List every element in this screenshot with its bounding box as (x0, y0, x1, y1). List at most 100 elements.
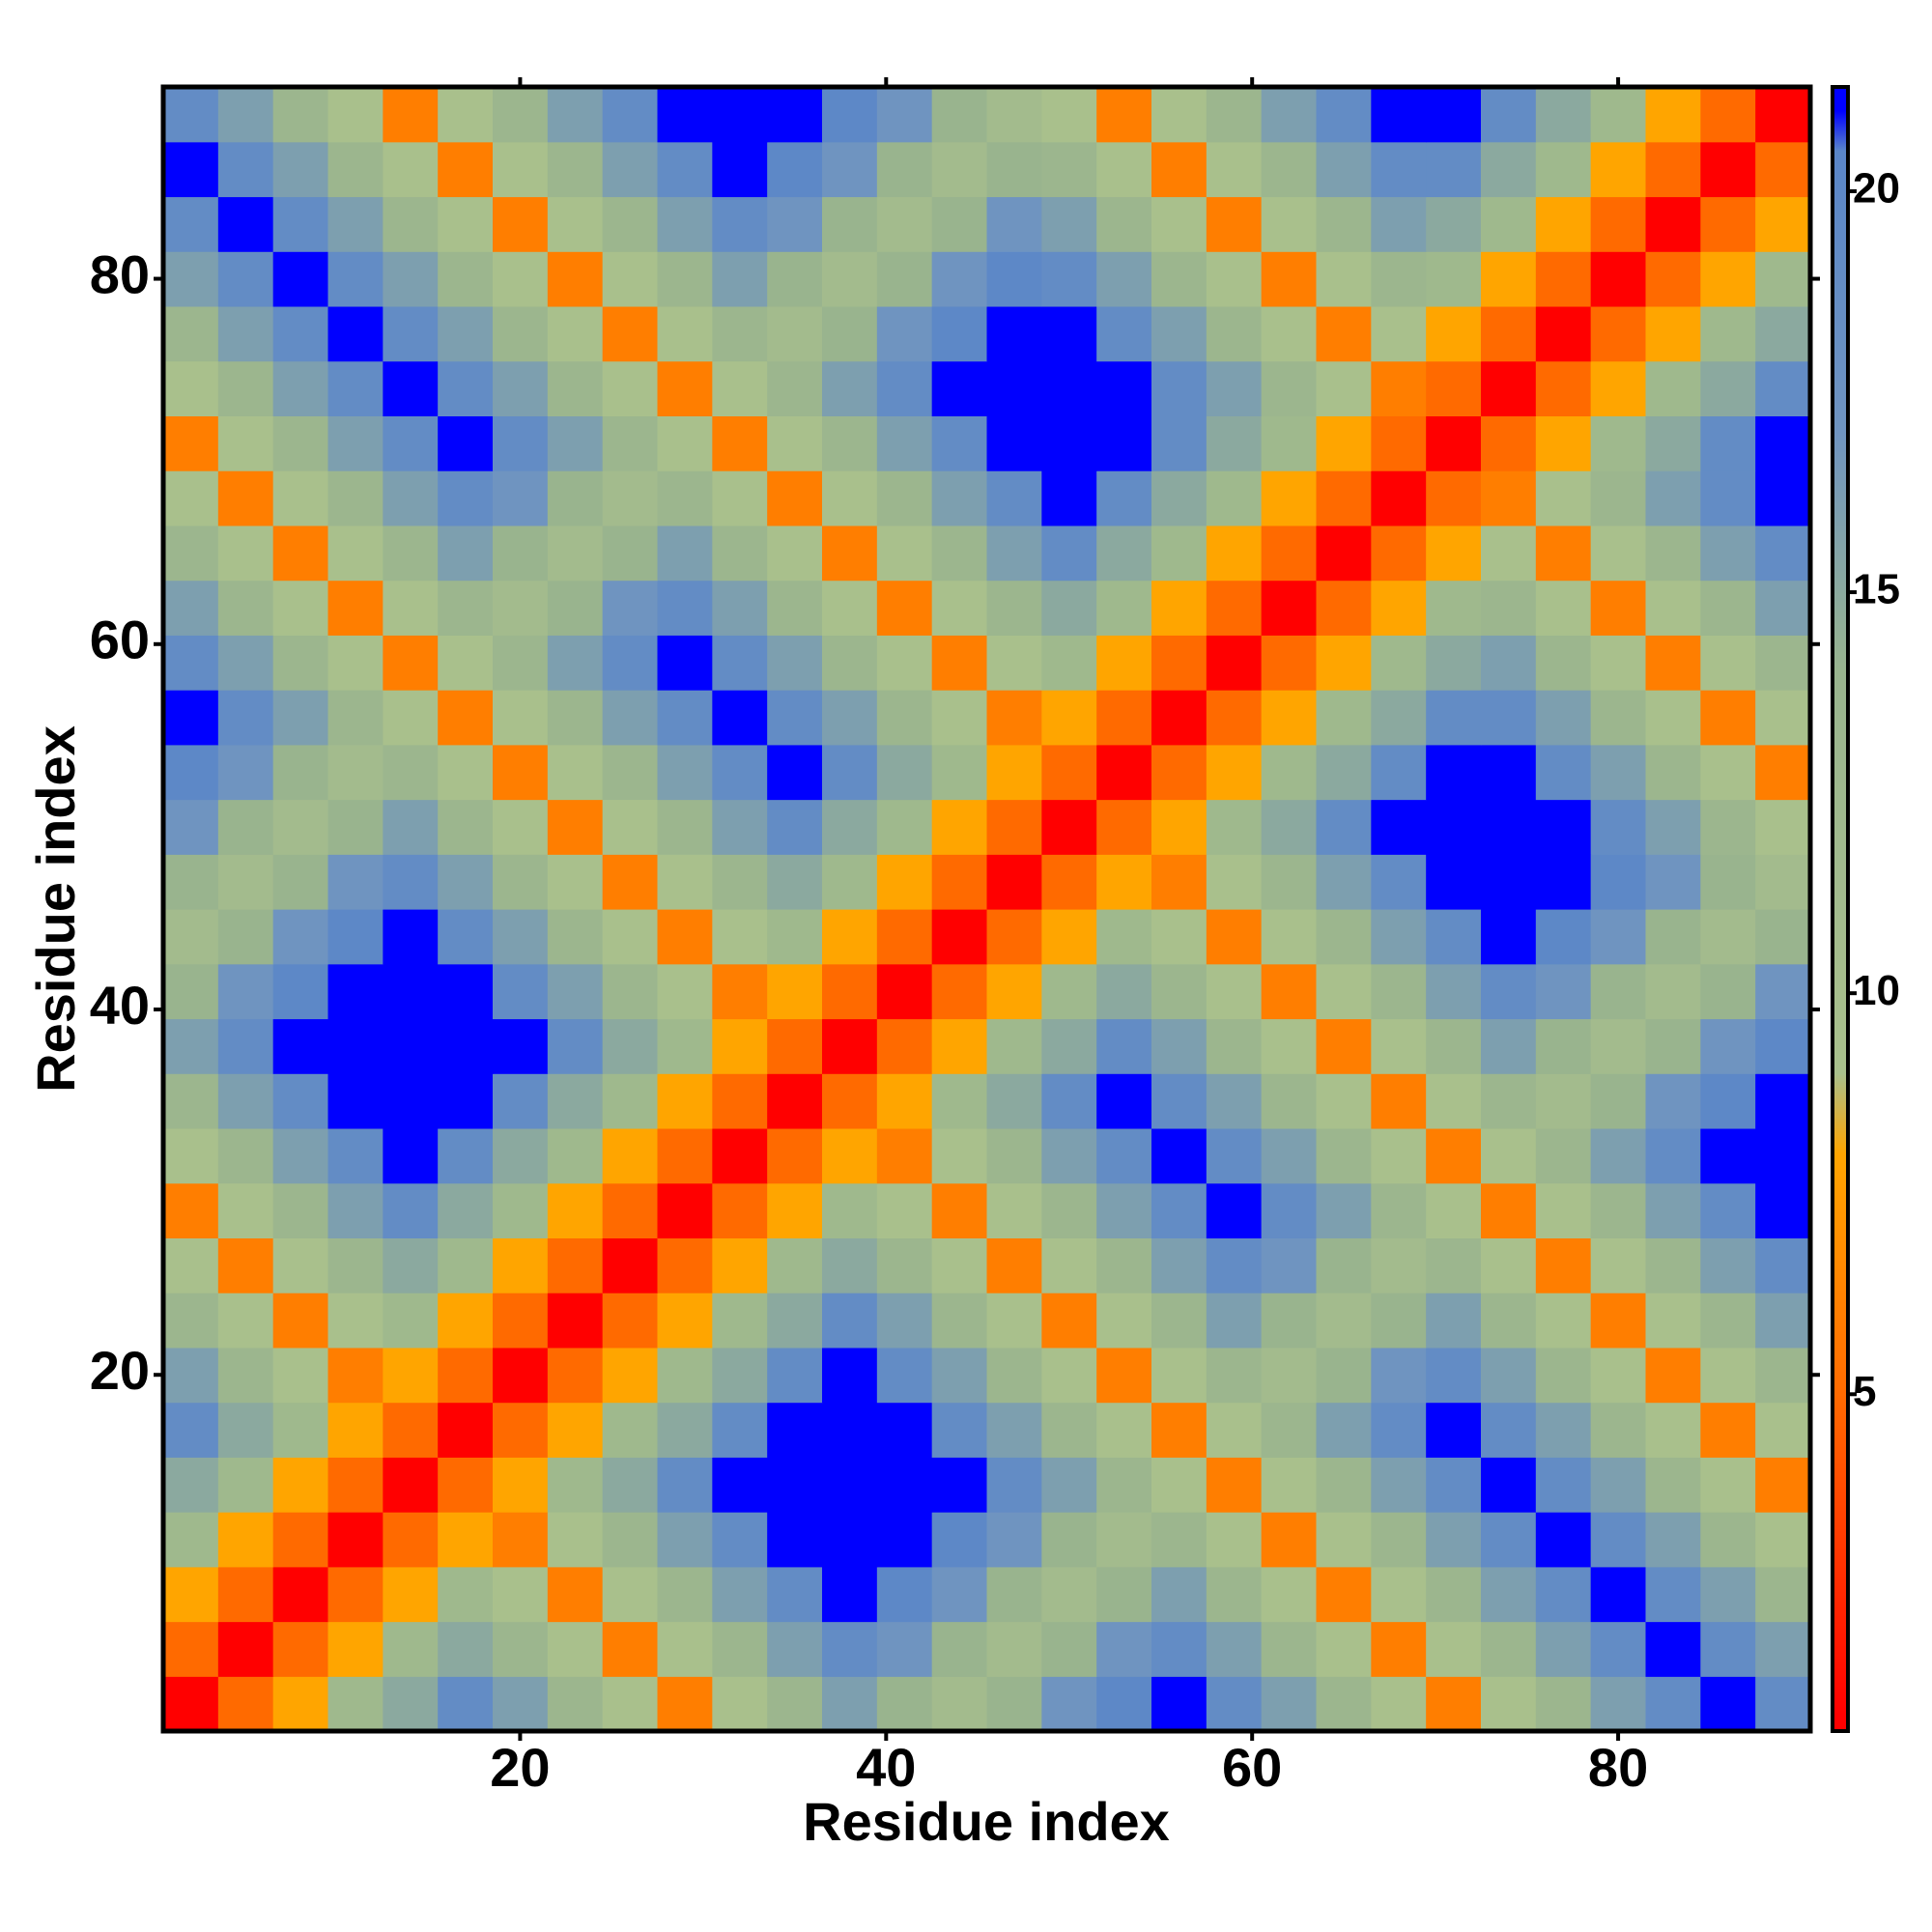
heatmap-cell (1316, 360, 1372, 416)
heatmap-cell (876, 305, 933, 362)
heatmap-cell (272, 909, 329, 965)
heatmap-cell (712, 1621, 768, 1677)
heatmap-cell (712, 251, 768, 307)
heatmap-cell (1206, 1073, 1263, 1129)
heatmap-cell (1261, 1293, 1318, 1349)
heatmap-cell (163, 1512, 219, 1568)
heatmap-cell (217, 909, 274, 965)
heatmap-cell (1426, 744, 1482, 801)
heatmap-cell (1151, 470, 1208, 526)
heatmap-cell (1481, 87, 1537, 143)
heatmap-cell (657, 251, 713, 307)
heatmap-cell (493, 470, 549, 526)
heatmap-cell (876, 1621, 933, 1677)
heatmap-cell (1206, 251, 1263, 307)
heatmap-cell (493, 1566, 549, 1623)
heatmap-cell (217, 1676, 274, 1732)
heatmap-cell (1041, 580, 1097, 636)
heatmap-cell (163, 1018, 219, 1074)
heatmap-cell (327, 580, 384, 636)
heatmap-cell (931, 251, 988, 307)
heatmap-cell (1316, 470, 1372, 526)
heatmap-cell (217, 360, 274, 416)
heatmap-cell (1151, 580, 1208, 636)
heatmap-cell (1426, 1347, 1482, 1404)
heatmap-cell (931, 1237, 988, 1293)
heatmap-cell (1426, 799, 1482, 855)
heatmap-cell (163, 1676, 219, 1732)
heatmap-cell (1645, 360, 1701, 416)
heatmap-cell (1535, 1402, 1592, 1458)
heatmap-cell (986, 196, 1042, 252)
heatmap-cell (272, 635, 329, 691)
heatmap-cell (438, 1073, 494, 1129)
heatmap-cell (767, 1676, 823, 1732)
heatmap-cell (986, 141, 1042, 198)
heatmap-cell (327, 635, 384, 691)
heatmap-cell (1590, 1293, 1647, 1349)
heatmap-cell (1151, 1676, 1208, 1732)
heatmap-cell (822, 1237, 878, 1293)
heatmap-cell (217, 1127, 274, 1184)
heatmap-cell (1096, 744, 1152, 801)
heatmap-cell (1041, 415, 1097, 471)
heatmap-cell (272, 1512, 329, 1568)
heatmap-cell (1206, 470, 1263, 526)
heatmap-cell (1261, 744, 1318, 801)
heatmap-cell (438, 1621, 494, 1677)
heatmap-cell (657, 909, 713, 965)
heatmap-cell (712, 1402, 768, 1458)
heatmap-cell (1590, 1127, 1647, 1184)
heatmap-cell (327, 1018, 384, 1074)
heatmap-cell (1590, 1073, 1647, 1129)
heatmap-cell (876, 1512, 933, 1568)
heatmap-cell (1700, 305, 1756, 362)
heatmap-cell (1426, 1402, 1482, 1458)
heatmap-cell (217, 1457, 274, 1513)
heatmap-cell (1041, 799, 1097, 855)
heatmap-cell (1041, 525, 1097, 582)
heatmap-cell (657, 415, 713, 471)
heatmap-cell (493, 1127, 549, 1184)
heatmap-cell (1316, 305, 1372, 362)
heatmap-cell (602, 635, 659, 691)
heatmap-cell (1590, 141, 1647, 198)
heatmap-cell (657, 470, 713, 526)
heatmap-cell (1645, 635, 1701, 691)
heatmap-cell (822, 1621, 878, 1677)
heatmap-cell (1590, 744, 1647, 801)
heatmap-cell (547, 470, 604, 526)
heatmap-cell (1151, 1347, 1208, 1404)
heatmap-cell (712, 1457, 768, 1513)
heatmap-cell (1535, 87, 1592, 143)
heatmap-cell (657, 141, 713, 198)
heatmap-cell (986, 1018, 1042, 1074)
heatmap-cell (1755, 1073, 1811, 1129)
heatmap-cell (1151, 1237, 1208, 1293)
heatmap-cell (712, 1018, 768, 1074)
heatmap-cell (822, 525, 878, 582)
heatmap-cell (1535, 1621, 1592, 1677)
heatmap-cell (1316, 1621, 1372, 1677)
heatmap-cell (657, 580, 713, 636)
heatmap-cell (822, 580, 878, 636)
heatmap-cell (1041, 1073, 1097, 1129)
heatmap-cell (327, 360, 384, 416)
heatmap-cell (876, 963, 933, 1020)
heatmap-cell (876, 909, 933, 965)
heatmap-cell (217, 1073, 274, 1129)
heatmap-cell (931, 87, 988, 143)
heatmap-cell (1206, 1512, 1263, 1568)
x-tick-label: 20 (490, 1737, 550, 1798)
heatmap-cell (1316, 1676, 1372, 1732)
heatmap-cell (767, 1566, 823, 1623)
heatmap-cell (1426, 1293, 1482, 1349)
heatmap-cell (1261, 360, 1318, 416)
heatmap-cell (383, 580, 439, 636)
heatmap-cell (822, 963, 878, 1020)
heatmap-cell (1481, 1347, 1537, 1404)
heatmap-cell (712, 1237, 768, 1293)
heatmap-cell (272, 580, 329, 636)
heatmap-cell (547, 196, 604, 252)
y-tick-label: 80 (90, 243, 150, 304)
